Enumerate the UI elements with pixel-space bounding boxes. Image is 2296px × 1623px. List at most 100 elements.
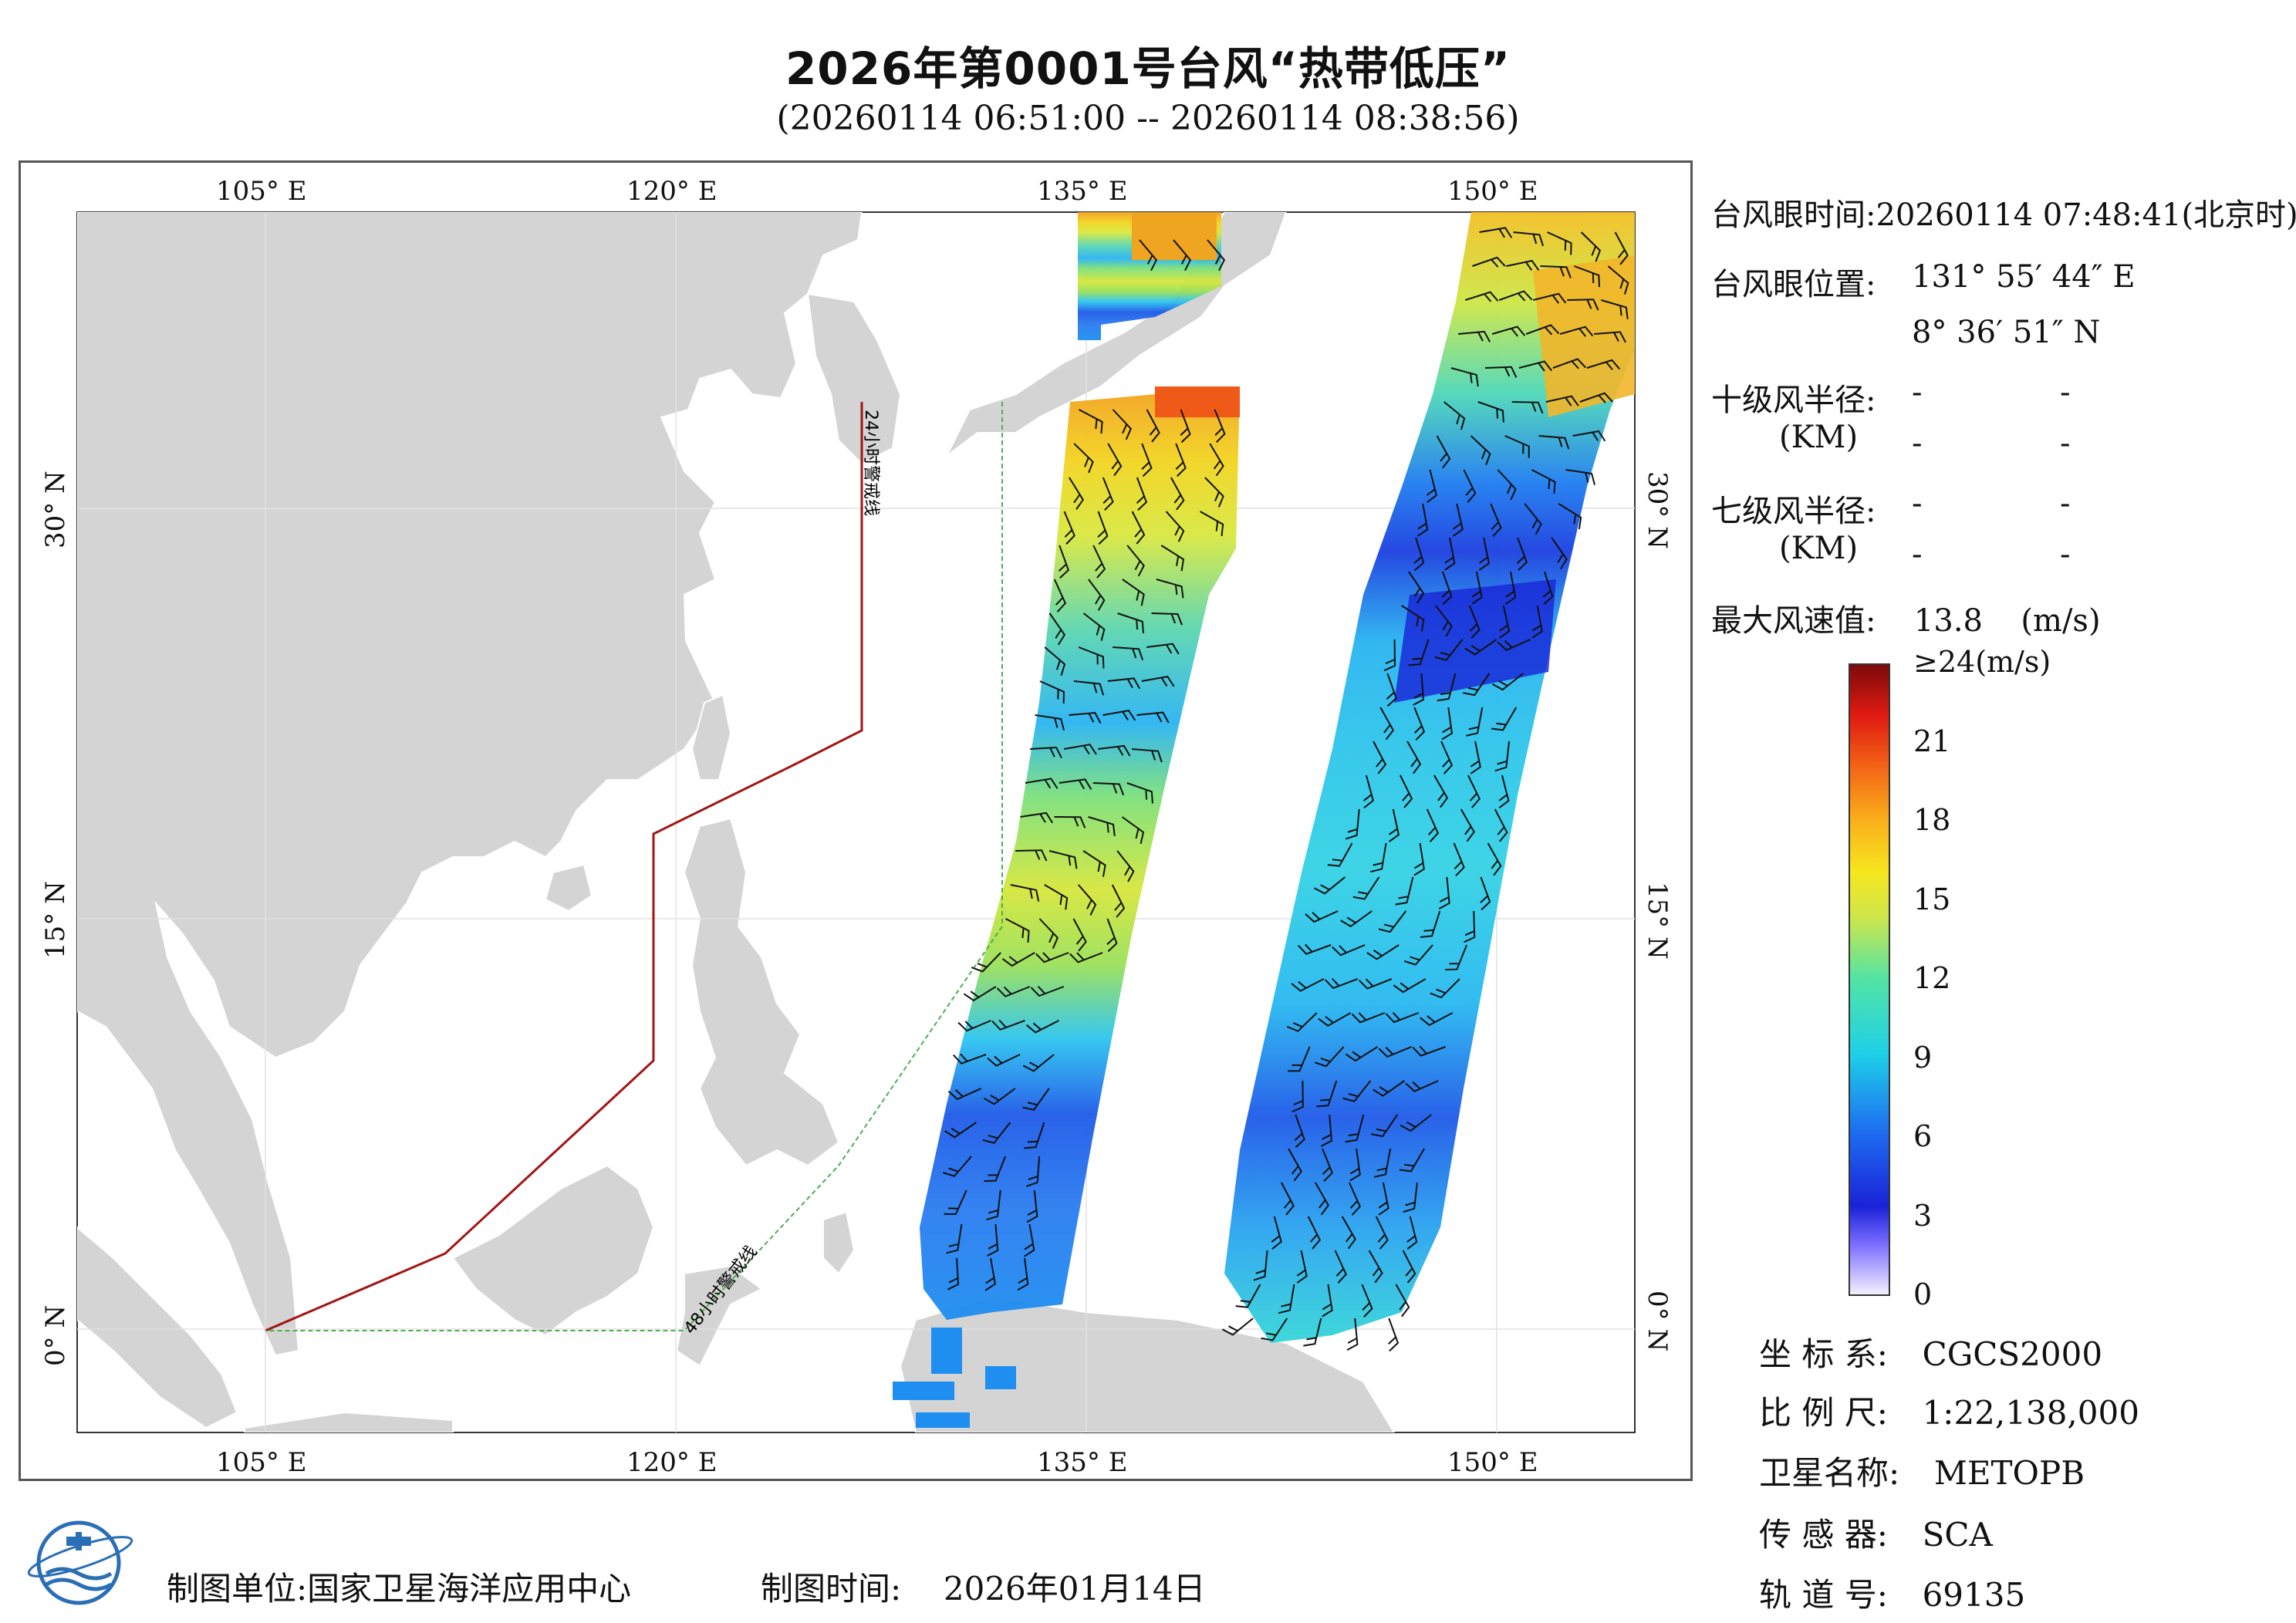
wind-barb [1471, 571, 1483, 605]
wind-barb [1010, 884, 1040, 902]
wind-barb [1261, 1318, 1288, 1341]
wind-barb [1022, 1054, 1055, 1072]
swath-west-islands [893, 1328, 1016, 1428]
wind-barb [1400, 774, 1413, 808]
wind-barb [1073, 443, 1094, 474]
scatterometer-swath-west-main [920, 386, 1240, 1320]
wind-barb [1088, 579, 1106, 611]
wind-barb [1017, 1257, 1029, 1291]
coord-value: CGCS2000 [1922, 1335, 2103, 1373]
bottom-tick-150: 150° E [1447, 1447, 1538, 1478]
wind-barb [984, 1257, 996, 1291]
wind-barb [1498, 774, 1510, 809]
wind-barb [1491, 326, 1526, 337]
eye-lon-value: 131° 55′ 44″ E [1912, 259, 2136, 295]
land-korea [806, 292, 902, 465]
scale-row: 比 例 尺: 1:22,138,000 [1759, 1387, 2139, 1434]
wind-barb [1524, 503, 1542, 535]
wind-barb [1334, 1250, 1347, 1284]
wind-barb [1366, 944, 1400, 960]
wind-barb [1445, 944, 1468, 970]
land-hainan [544, 863, 593, 913]
wind-barb [1024, 1122, 1045, 1149]
wind-barb [1420, 1012, 1454, 1027]
left-tick-0n: 0° N [40, 1305, 71, 1366]
eye-lat-value: 8° 36′ 51″ N [1912, 315, 2101, 350]
wind-barb [963, 986, 997, 1002]
wind-barb [1383, 639, 1396, 672]
wind-barb [1565, 469, 1595, 485]
wind-barb [1378, 1046, 1412, 1058]
wind-barb [982, 1122, 1011, 1144]
wind-barb [1069, 477, 1084, 510]
wind-barb [1464, 639, 1497, 656]
wind-barb [1387, 1318, 1400, 1352]
wind-barb [1165, 511, 1185, 542]
wind-barb [1146, 643, 1180, 655]
wind-barb [1001, 952, 1035, 967]
wind-barb [1113, 646, 1144, 661]
wind-barb [1370, 1114, 1399, 1138]
wind-barb [1022, 1088, 1050, 1111]
wind-barb [1092, 782, 1125, 796]
wind-barb [1607, 265, 1629, 295]
wind-barb [1478, 537, 1491, 571]
colorbar-label: 15 [1913, 882, 1951, 916]
wind-barb [1491, 673, 1524, 691]
wind-barb [1430, 978, 1460, 999]
wind-barb [1291, 978, 1325, 992]
wind-barb [1342, 1080, 1372, 1102]
wind-barb [1097, 511, 1109, 545]
land-sulawesi [675, 1264, 763, 1368]
warning-line-24h-label: 24小时警戒线 [861, 410, 880, 516]
wind-barb [1316, 1080, 1338, 1108]
sat-row: 卫星名称: METOPB [1759, 1447, 2085, 1494]
wind-barb [1035, 714, 1065, 731]
wind-barb [991, 1019, 1025, 1031]
wind-barb [1452, 503, 1464, 537]
wind-barb [1453, 842, 1465, 877]
wind-barb [1552, 358, 1587, 369]
wind-barb [1413, 673, 1425, 706]
wind-barb [1082, 612, 1106, 641]
wind-barb [1373, 1148, 1392, 1178]
wind-barb [953, 1053, 987, 1065]
wind-barb [1413, 707, 1426, 741]
wind-barb [1315, 1046, 1345, 1068]
wind-barb [1487, 842, 1502, 876]
wind-barb [1444, 537, 1456, 571]
wind-barb [1403, 1182, 1418, 1213]
wind-barb [1340, 910, 1373, 928]
wind-barb [1572, 430, 1606, 442]
wind-barb [947, 1088, 982, 1101]
wind-barb [957, 1020, 991, 1032]
land-asia-mainland [77, 212, 863, 1357]
wind-barb [1063, 744, 1097, 755]
wind-barb [1373, 1080, 1405, 1097]
wind-barb [1574, 265, 1601, 288]
wind-barb [1441, 707, 1454, 741]
bottom-tick-135: 135° E [1037, 1447, 1128, 1478]
coord-label: 坐 标 系: [1759, 1335, 1888, 1373]
wind-barb [1547, 231, 1572, 255]
wind-barb [1072, 918, 1087, 952]
wind-barb [1437, 673, 1457, 702]
land-taiwan [690, 693, 732, 781]
wind-barb [983, 1088, 1016, 1105]
wind-barb [1117, 612, 1145, 634]
wind-barb [987, 1223, 999, 1257]
wind-barb [1296, 1250, 1308, 1284]
wind-barb [1126, 545, 1145, 577]
wind-barb [1082, 850, 1106, 877]
wind-barb [1513, 231, 1544, 247]
max-wind-row: 最大风速值: 13.8 (m/s) [1711, 596, 2101, 640]
wind-barb [1015, 849, 1048, 862]
wind-barb [1341, 1216, 1356, 1250]
wind-barb [1399, 1148, 1425, 1173]
land-java [244, 1411, 454, 1432]
wind-barb [1121, 816, 1145, 845]
wind-barb [1441, 571, 1453, 606]
wind-barb [1450, 367, 1479, 387]
r7-value-3: - [1912, 537, 1923, 572]
wind-barb [1484, 366, 1518, 378]
